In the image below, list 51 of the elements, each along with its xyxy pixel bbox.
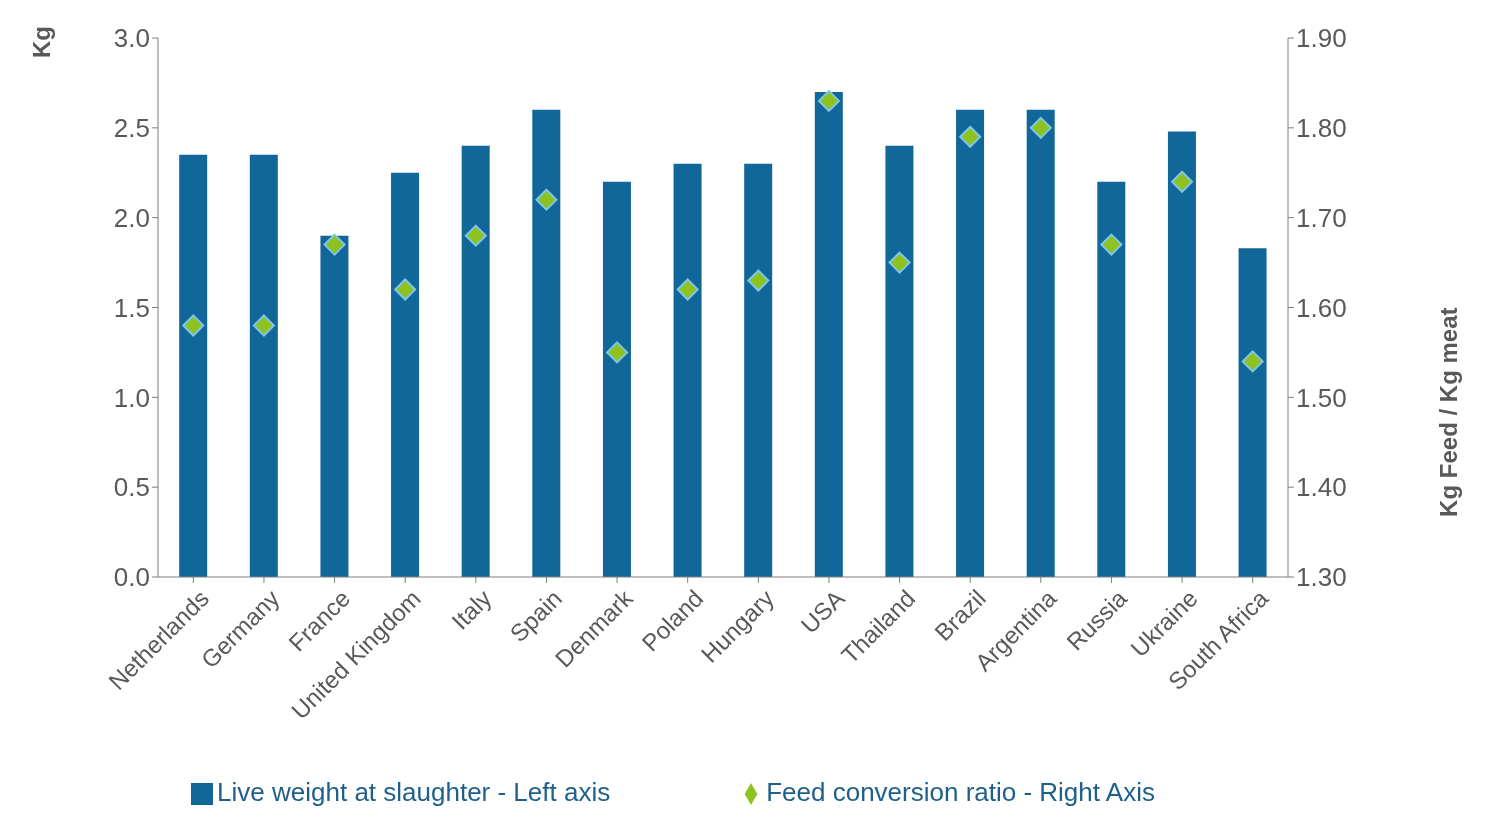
y2-tick-label: 1.40 [1296, 472, 1347, 503]
y2-tick-label: 1.30 [1296, 562, 1347, 593]
point [959, 125, 982, 148]
point [394, 278, 417, 301]
y-tick-label: 2.0 [113, 202, 150, 233]
x-tick-label: Italy [446, 584, 497, 635]
bar [673, 163, 702, 577]
y2-tick-label: 1.90 [1296, 23, 1347, 54]
y-axis-title: Kg [28, 26, 56, 58]
point [323, 233, 346, 256]
legend-label: Feed conversion ratio - Right Axis [766, 777, 1155, 807]
point [747, 269, 770, 292]
bar [249, 154, 278, 577]
bar [602, 181, 631, 577]
y-tick-label: 0.0 [113, 562, 150, 593]
bar [1097, 181, 1126, 577]
y-tick-label: 3.0 [113, 23, 150, 54]
bar [532, 109, 561, 577]
bar [1026, 109, 1055, 577]
bar [179, 154, 208, 577]
point [888, 251, 911, 274]
y2-axis-title: Kg Feed / Kg meat [1434, 307, 1462, 517]
bar [744, 163, 773, 577]
bar [814, 91, 843, 577]
y-tick-label: 1.5 [113, 292, 150, 323]
point [1171, 170, 1194, 193]
bar [885, 145, 914, 577]
bar [320, 235, 349, 577]
y2-tick-label: 1.60 [1296, 292, 1347, 323]
point [464, 224, 487, 247]
y-tick-label: 2.5 [113, 113, 150, 144]
bar [1167, 131, 1196, 577]
point [182, 314, 205, 337]
legend-label: Live weight at slaughter - Left axis [217, 777, 611, 807]
point [606, 341, 629, 364]
point [1100, 233, 1123, 256]
point [535, 188, 558, 211]
y-tick-label: 0.5 [113, 472, 150, 503]
y2-tick-label: 1.70 [1296, 202, 1347, 233]
bar [1238, 248, 1267, 577]
point [1241, 350, 1264, 373]
y-tick-label: 1.0 [113, 382, 150, 413]
bar [461, 145, 490, 577]
point [1029, 116, 1052, 139]
bar [391, 172, 420, 577]
point [817, 89, 840, 112]
point [252, 314, 275, 337]
y2-tick-label: 1.50 [1296, 382, 1347, 413]
bar [956, 109, 985, 577]
y2-tick-label: 1.80 [1296, 113, 1347, 144]
point [676, 278, 699, 301]
